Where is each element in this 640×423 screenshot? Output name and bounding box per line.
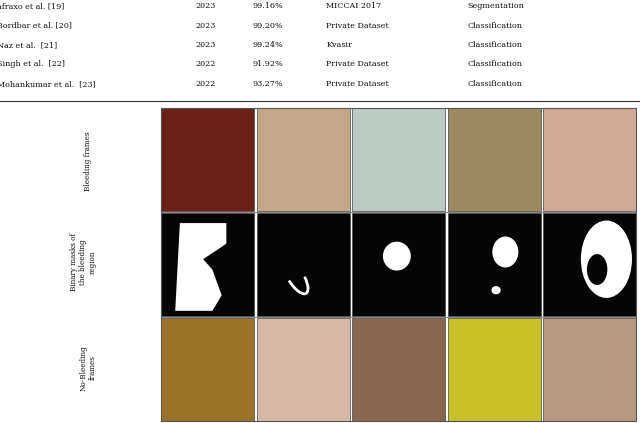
Text: Naz et al.  [21]: Naz et al. [21] [0,41,57,49]
Bar [352,318,445,421]
Ellipse shape [492,286,500,294]
Text: Classification: Classification [467,41,522,49]
Bar [161,213,254,316]
Text: Private Dataset: Private Dataset [326,60,389,69]
Polygon shape [175,223,227,311]
Text: 91.92%: 91.92% [253,60,284,69]
Text: 99.20%: 99.20% [253,22,284,30]
Text: 99.24%: 99.24% [253,41,284,49]
Text: Mohankumar et al.  [23]: Mohankumar et al. [23] [0,80,95,88]
Bar [161,318,254,421]
Ellipse shape [587,254,607,285]
Text: 93.27%: 93.27% [253,80,284,88]
Text: Segmentation: Segmentation [467,2,524,10]
Text: Private Dataset: Private Dataset [326,22,389,30]
Text: 2022: 2022 [195,80,216,88]
Text: No-Bleeding
frames: No-Bleeding frames [80,345,97,391]
Bar [257,213,349,316]
Bar [543,108,636,211]
Text: Classification: Classification [467,22,522,30]
Bar [352,213,445,316]
Bar [448,318,541,421]
Text: Private Dataset: Private Dataset [326,80,389,88]
Bar [448,108,541,211]
Ellipse shape [190,229,203,255]
Bar [257,318,349,421]
Text: 2023: 2023 [195,2,216,10]
Text: MICCAI 2017: MICCAI 2017 [326,2,381,10]
Bar [543,213,636,316]
Text: Kvasir: Kvasir [326,41,352,49]
Text: Binary masks of
the bleeding
region: Binary masks of the bleeding region [70,233,97,291]
Ellipse shape [581,220,632,298]
Bar [448,213,541,316]
Text: 2023: 2023 [195,22,216,30]
Text: Classification: Classification [467,80,522,88]
Bar [161,108,636,421]
Text: 2022: 2022 [195,60,216,69]
Text: Singh et al.  [22]: Singh et al. [22] [0,60,65,69]
Bar [257,108,349,211]
Text: afraxo et al. [19]: afraxo et al. [19] [0,2,64,10]
Text: Bordbar et al. [20]: Bordbar et al. [20] [0,22,72,30]
Ellipse shape [492,236,518,267]
Ellipse shape [383,242,411,271]
Bar [352,108,445,211]
Bar [543,318,636,421]
Text: 99.16%: 99.16% [253,2,284,10]
Text: Classification: Classification [467,60,522,69]
Text: Bleeding frames: Bleeding frames [84,132,92,191]
Bar [161,108,254,211]
Text: 2023: 2023 [195,41,216,49]
